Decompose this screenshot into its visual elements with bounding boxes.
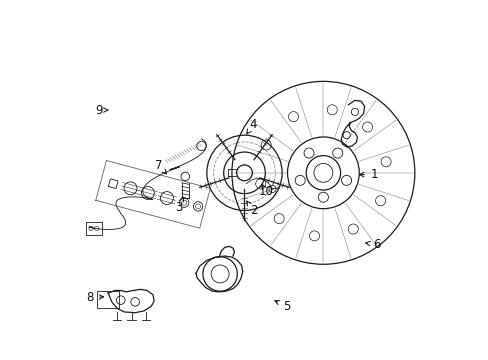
Text: 2: 2 — [249, 204, 257, 217]
Text: 1: 1 — [370, 168, 377, 181]
Text: 10: 10 — [258, 185, 273, 198]
Bar — [97, 291, 119, 309]
Text: 5: 5 — [283, 300, 290, 313]
Text: 7: 7 — [154, 159, 162, 172]
Text: 9: 9 — [95, 104, 102, 117]
Bar — [86, 222, 102, 235]
Text: 3: 3 — [175, 202, 183, 215]
Text: 8: 8 — [86, 291, 93, 304]
Text: 6: 6 — [373, 238, 380, 251]
Text: 4: 4 — [249, 118, 257, 131]
